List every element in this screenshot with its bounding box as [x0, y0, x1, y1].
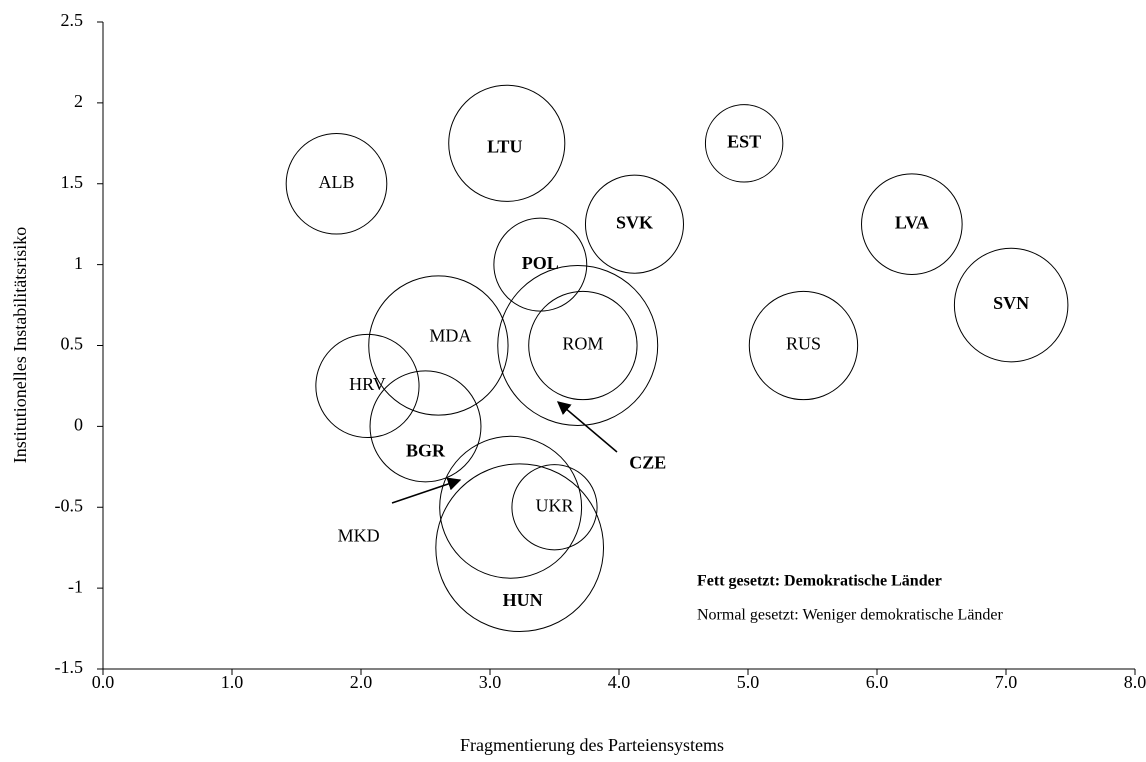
- bubble-label: SVK: [616, 212, 653, 232]
- bubble-label: LTU: [487, 136, 522, 156]
- bubble: [435, 463, 605, 633]
- bubble-label: ROM: [562, 334, 603, 354]
- bubble-label: ALB: [318, 172, 354, 192]
- x-tick-label: 3.0: [479, 672, 502, 692]
- bubble-label: EST: [727, 131, 761, 151]
- y-tick-label: -0.5: [55, 495, 84, 515]
- y-tick-label: -1.5: [55, 657, 84, 677]
- bubble-label: UKR: [535, 495, 573, 515]
- bubble-label: SVN: [993, 293, 1029, 313]
- bubble-label: HRV: [349, 374, 386, 394]
- bubble: [861, 173, 963, 275]
- x-tick-label: 2.0: [350, 672, 373, 692]
- y-tick-label: 0.5: [61, 334, 84, 354]
- y-tick-label: 0: [74, 415, 83, 435]
- bubble: [448, 84, 566, 202]
- y-tick-label: 1: [74, 253, 83, 273]
- bubble: [584, 174, 684, 274]
- x-axis-title: Fragmentierung des Parteiensystems: [460, 735, 724, 755]
- annotation: Fett gesetzt: Demokratische Länder: [697, 573, 942, 590]
- x-tick-label: 0.0: [92, 672, 115, 692]
- bubble: [497, 265, 659, 426]
- bubble-label: BGR: [406, 441, 446, 461]
- bubble: [953, 247, 1069, 363]
- bubble: [704, 104, 784, 183]
- bubble: [528, 290, 638, 401]
- y-tick-label: 2.5: [61, 10, 84, 30]
- bubble-label: POL: [522, 253, 559, 273]
- y-tick-label: 1.5: [61, 172, 84, 192]
- bubble-label: MKD: [338, 525, 380, 545]
- arrow: [391, 477, 462, 504]
- bubble: [285, 132, 388, 235]
- bubble-label: MDA: [429, 326, 471, 346]
- bubble-label: LVA: [895, 212, 929, 232]
- bubble: [493, 217, 588, 312]
- x-tick-label: 8.0: [1124, 672, 1146, 692]
- y-tick-label: 2: [74, 91, 83, 111]
- bubble: [315, 333, 420, 439]
- y-axis-title: Institutionelles Instabilitätsrisiko: [10, 227, 30, 463]
- bubble: [439, 435, 583, 579]
- x-tick-label: 4.0: [608, 672, 631, 692]
- x-tick-label: 1.0: [221, 672, 244, 692]
- bubble-label: RUS: [786, 334, 821, 354]
- x-tick-label: 7.0: [995, 672, 1018, 692]
- arrow: [556, 401, 618, 453]
- x-tick-label: 5.0: [737, 672, 760, 692]
- annotation: Normal gesetzt: Weniger demokratische Lä…: [697, 607, 1004, 624]
- bubble-label: CZE: [629, 453, 666, 473]
- bubble: [511, 464, 598, 551]
- x-tick-label: 6.0: [866, 672, 889, 692]
- bubble-label: HUN: [503, 590, 543, 610]
- bubble: [748, 290, 859, 401]
- y-tick-label: -1: [68, 576, 83, 596]
- bubble: [368, 275, 509, 416]
- bubble: [369, 370, 482, 483]
